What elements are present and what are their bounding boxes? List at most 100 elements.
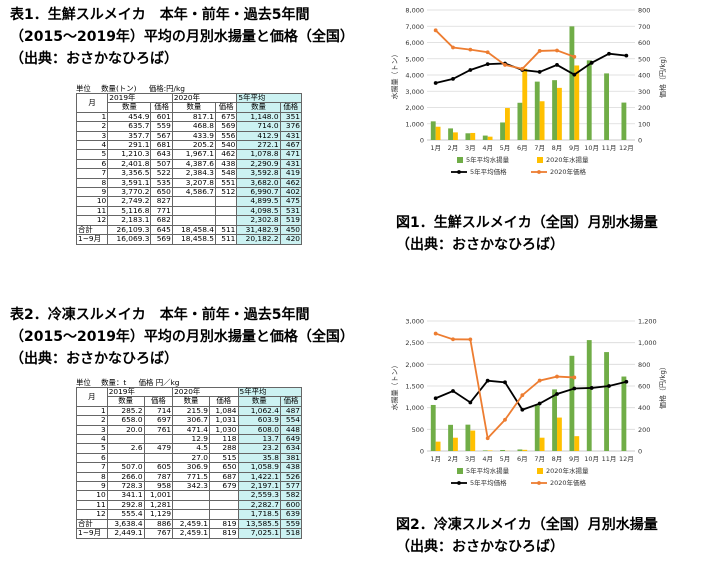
table-cell [214, 196, 238, 207]
table-jan-sep-row: 1~9月 2,449.1 767 2,459.1 819 7,025.1 518 [76, 528, 303, 539]
col-sub-header: 数量 [237, 396, 281, 407]
figure2-caption-line: （出典：おさかなひろば） [396, 539, 564, 555]
bar-5yr-avg [552, 80, 557, 140]
figure2-caption-line: 図2．冷凍スルメイカ（全国）月別水揚量 [396, 517, 658, 533]
y2-tick-label: 100 [638, 120, 650, 128]
table1-caption: 表1．生鮮スルメイカ 本年・前年・過去5年間 （2015～2019年）平均の月別… [10, 4, 354, 70]
table-cell: 512 [214, 187, 238, 198]
line-point [555, 374, 559, 379]
figure1-caption: 図1．生鮮スルメイカ（全国）月別水揚量 （出典：おさかなひろば） [396, 212, 658, 256]
y-tick-label: 500 [412, 426, 424, 434]
x-tick-label: 2月 [448, 455, 459, 463]
table-cell: 1~9月 [76, 528, 108, 539]
bar-5yr-avg [569, 355, 575, 451]
table1-unit-label: 単位 [76, 84, 91, 93]
line-point [537, 401, 542, 406]
table-cell: 1,058.9 [237, 462, 281, 473]
table-cell [208, 509, 239, 520]
y2-tick-label: 1,200 [638, 318, 657, 326]
table-row: 11 292.8 1,281 2,282.7 600 [76, 499, 303, 511]
y-tick-label: 5,000 [405, 55, 424, 63]
x-tick-label: 7月 [534, 455, 545, 463]
table-cell: 2 [75, 121, 109, 132]
legend-label: 2020年水揚量 [546, 466, 589, 475]
table2: 月 2019年 2020年 5年平均 数量 価格 数量 価格 数量 価格 1 285.2 714 215.… [76, 386, 303, 539]
line-point [572, 386, 577, 391]
table-row: 9 3,770.2 650 4,586.7 512 6,990.7 402 [75, 187, 303, 198]
line-point [468, 47, 473, 52]
col-sub-header: 価格 [279, 102, 303, 113]
line-point [537, 378, 542, 383]
table-cell: 4,586.7 [171, 187, 216, 198]
bar-2020 [435, 126, 441, 140]
table-cell: 827 [150, 196, 173, 207]
table-cell [214, 215, 238, 226]
table-cell: 2,384.3 [171, 168, 216, 179]
line-point [503, 380, 507, 385]
y2-tick-label: 0 [638, 448, 642, 456]
line-point [537, 49, 542, 53]
table-cell: 548 [214, 168, 238, 179]
line-point [572, 54, 577, 59]
bar-2020 [539, 101, 545, 140]
table-cell: 12.9 [172, 434, 210, 445]
y-tick-label: 1,000 [405, 404, 424, 412]
legend-marker [537, 481, 541, 485]
table-cell: 1,718.5 [237, 509, 281, 520]
table2-unit-line: 単位 数量：t 価格 円／kg [76, 377, 179, 388]
y-axis-label: 水揚量（トン） [390, 362, 399, 411]
table-cell: 554 [279, 415, 303, 426]
figure1-chart: 0 1,000 2,000 3,000 4,000 5,000 6,000 7,000 8,00… [390, 7, 667, 177]
table-cell: 7,025.1 [237, 528, 281, 539]
table-cell: 1~9月 [75, 234, 109, 245]
table-cell: 2,749.2 [107, 196, 152, 207]
legend-label: 5年平均価格 [470, 167, 507, 176]
table-subheader-row: 数量 価格 数量 価格 数量 価格 [77, 102, 303, 113]
table2-caption-line: 表2．冷凍スルメイカ 本年・前年・過去5年間 [10, 307, 310, 323]
x-tick-label: 6月 [517, 144, 528, 152]
x-tick-label: 6月 [517, 455, 528, 463]
table-cell: 5 [75, 149, 109, 160]
legend-marker [537, 170, 541, 174]
bar-5yr-avg [430, 121, 436, 140]
table-row: 5 1,210.3 643 1,967.1 462 1,078.8 471 [75, 149, 303, 160]
table-cell: 518 [279, 528, 303, 539]
bar-5yr-avg [517, 449, 523, 451]
figure2-chart: 0 500 1,000 1,500 2,000 2,500 3,000 0 200 400 600 8… [390, 318, 667, 488]
table-cell [208, 499, 239, 511]
table-cell: 20,182.2 [236, 234, 281, 245]
x-tick-label: 12月 [619, 144, 634, 152]
col-sub-header: 数量 [107, 102, 152, 113]
table-cell: 2.6 [106, 443, 145, 454]
table-cell: 650 [208, 462, 239, 473]
bar-2020 [453, 132, 458, 140]
table2-unit-price: 価格 円／kg [138, 378, 180, 387]
table1-caption-line: 表1．生鮮スルメイカ 本年・前年・過去5年間 [10, 7, 310, 23]
y-tick-label: 7,000 [405, 23, 424, 31]
table-cell: 376 [279, 121, 303, 132]
line-point [555, 63, 559, 67]
table-cell: 10 [76, 490, 108, 501]
bar-5yr-avg [604, 352, 609, 451]
y2-tick-label: 0 [638, 137, 642, 145]
y-tick-label: 4,000 [405, 72, 424, 80]
table-cell: 605 [143, 462, 174, 473]
legend-marker [457, 170, 461, 174]
col-sub-header: 価格 [150, 102, 173, 113]
table-cell: 511 [214, 234, 238, 245]
col-month-header: 月 [76, 387, 108, 407]
table-cell: 2,449.1 [106, 528, 145, 539]
bar-5yr-avg [586, 60, 592, 140]
line-point [520, 66, 525, 71]
legend-label: 5年平均価格 [470, 478, 507, 487]
table-cell [172, 499, 210, 511]
line-5yr-avg-price [435, 52, 627, 84]
bar-2020 [557, 417, 562, 451]
col-sub-header: 数量 [172, 396, 210, 407]
table-cell: 658.0 [106, 415, 145, 426]
y-tick-label: 2,000 [405, 361, 424, 369]
line-point [485, 50, 490, 55]
legend-swatch [457, 157, 463, 163]
table2-caption-line: （出典：おさかなひろば） [10, 351, 178, 367]
line-point [451, 45, 455, 50]
